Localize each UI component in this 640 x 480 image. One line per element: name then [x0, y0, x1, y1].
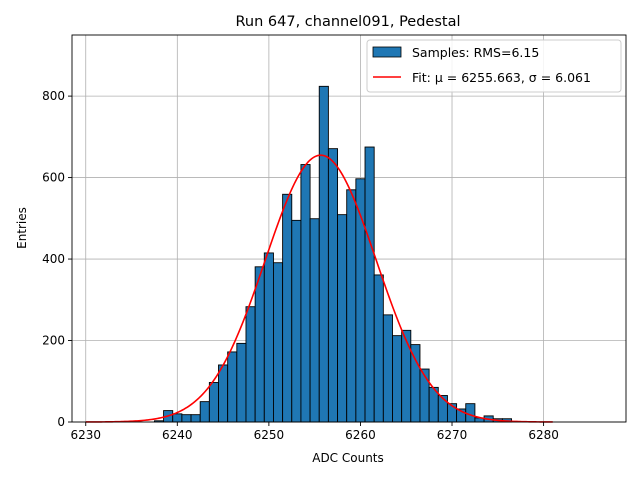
histogram-bar — [254, 266, 265, 423]
x-tick-label: 6270 — [437, 428, 468, 442]
y-tick-label: 400 — [42, 252, 65, 266]
y-axis-ticks: 0 200 400 600 800 — [42, 89, 72, 429]
histogram-bar — [401, 329, 412, 423]
legend-patch-samples — [372, 46, 402, 58]
legend-box — [366, 39, 622, 93]
histogram-bar — [208, 382, 219, 423]
legend-label-samples: Samples: RMS=6.15 — [412, 45, 539, 60]
histogram-bar — [346, 189, 357, 423]
histogram-bar — [300, 164, 311, 423]
histogram-bar — [437, 395, 448, 423]
histogram-bar — [263, 252, 274, 423]
x-tick-label: 6250 — [254, 428, 285, 442]
x-tick-label: 6260 — [345, 428, 376, 442]
plot-frame — [71, 34, 627, 423]
x-tick-label: 6230 — [70, 428, 101, 442]
legend: Samples: RMS=6.15 Fit: μ = 6255.663, σ =… — [366, 39, 622, 93]
histogram-bar — [172, 413, 183, 423]
fit-curve — [85, 154, 553, 423]
fit-curve-layer — [85, 154, 553, 423]
histogram-bar — [190, 414, 201, 423]
histogram-bar — [392, 335, 403, 423]
histogram-bar — [410, 344, 421, 423]
x-axis-label: ADC Counts — [312, 451, 384, 465]
histogram-bar — [218, 364, 229, 423]
histogram-bar — [227, 351, 238, 423]
y-tick-label: 600 — [42, 171, 65, 185]
y-tick-label: 0 — [57, 415, 65, 429]
histogram-bar — [291, 219, 302, 423]
histogram-bar — [273, 262, 284, 423]
y-axis-label: Entries — [15, 207, 29, 249]
histogram-bar — [465, 403, 476, 423]
histogram-bar — [327, 148, 339, 423]
grid-lines — [72, 35, 626, 423]
histogram-bar — [236, 342, 247, 423]
x-tick-label: 6240 — [162, 428, 193, 442]
histogram-bar — [309, 218, 320, 423]
histogram-bar — [199, 401, 210, 423]
histogram-bar — [318, 85, 329, 423]
y-tick-label: 200 — [42, 334, 65, 348]
histogram-bar — [337, 214, 348, 423]
chart-title: Run 647, channel091, Pedestal — [235, 14, 460, 30]
histogram-bar — [282, 193, 293, 423]
x-tick-label: 6280 — [528, 428, 559, 442]
histogram-bar — [245, 306, 256, 423]
x-axis-ticks: 6230 6240 6250 6260 6270 6280 — [70, 422, 559, 442]
histogram-bar — [181, 414, 192, 423]
histogram-bar — [373, 274, 384, 423]
histogram-bar — [382, 314, 393, 423]
histogram-bar — [364, 146, 375, 423]
y-tick-label: 800 — [42, 89, 65, 103]
legend-label-fit: Fit: μ = 6255.663, σ = 6.061 — [412, 70, 591, 85]
